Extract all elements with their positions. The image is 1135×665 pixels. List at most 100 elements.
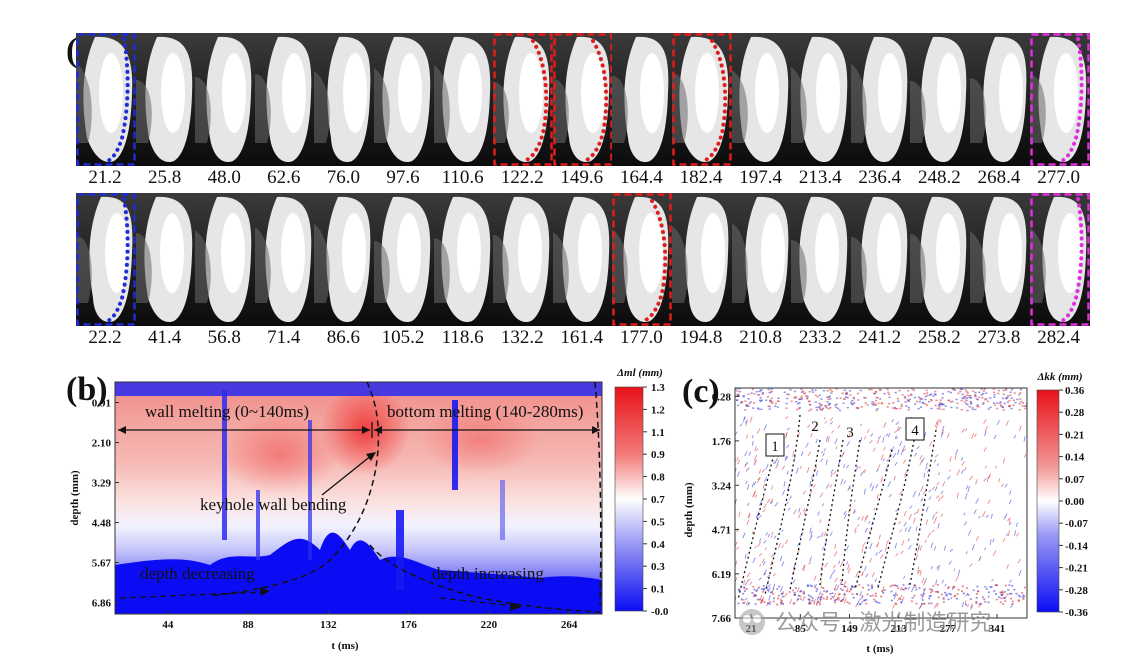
keyhole-frame xyxy=(910,193,971,326)
keyhole-wall-curve xyxy=(209,381,380,597)
colorbar-tick-label: 0.00 xyxy=(1065,496,1085,508)
ytick-label: 3.24 xyxy=(712,480,732,492)
panel-c-label: (c) xyxy=(682,373,720,410)
arrow-bottom-melting-left-head xyxy=(374,426,382,434)
xtick-label: 277 xyxy=(940,623,957,635)
keyhole-frame xyxy=(135,33,196,166)
frame-time-label: 25.8 xyxy=(147,167,182,188)
panel-c-heatmap: (c) 1 2 3 4 0.281.763.244.716.197.66 218… xyxy=(682,371,1088,655)
keyhole-frame xyxy=(672,193,732,326)
arrow-depth-decreasing-head xyxy=(260,587,270,596)
keyhole-frame xyxy=(850,193,911,326)
keyhole-frame xyxy=(850,33,911,166)
heatmap-c-frame xyxy=(734,387,1028,619)
frame-time-label: 122.2 xyxy=(500,167,544,188)
panel-b-label: (b) xyxy=(66,371,108,408)
colorbar-b xyxy=(614,386,644,612)
keyhole-frame xyxy=(314,193,375,326)
frame-time-label: 21.2 xyxy=(88,167,122,188)
keyhole-frame xyxy=(76,193,136,326)
colorbar-tick-label: 0.21 xyxy=(1065,429,1084,441)
xtick-label: 264 xyxy=(561,619,578,631)
colorbar-b-ticks: 1.3 1.2 1.1 0.9 0.8 0.7 0.5 0.4 0.3 0.1 -0.0 xyxy=(643,382,669,618)
heatmap-b-features xyxy=(115,382,602,614)
ytick-label: 7.66 xyxy=(712,613,732,625)
keyhole-frame xyxy=(1029,33,1090,166)
heatmap-c-curves xyxy=(737,414,937,601)
keyhole-frame xyxy=(493,33,554,166)
xtick-label: 341 xyxy=(989,623,1006,635)
arrow-depth-increasing-head xyxy=(510,602,522,611)
keyhole-frame xyxy=(76,33,136,166)
heatmap-c-ylabel: depth (mm) xyxy=(683,482,695,538)
keyhole-frame xyxy=(970,33,1030,166)
frame-time-label: 194.8 xyxy=(679,327,723,348)
frame-time-label: 105.2 xyxy=(381,327,425,348)
heatmap-b-xticks: 44 88 132 176 220 264 xyxy=(162,610,578,631)
watermark-text: 公众号 · 激光制造研究 xyxy=(775,610,991,635)
keyhole-frame xyxy=(552,33,613,166)
arrow-bottom-melting-right-head xyxy=(592,426,600,434)
colorbar-tick-label: 0.36 xyxy=(1065,385,1085,397)
box-label-4: 4 xyxy=(911,423,919,439)
frame-time-label: 97.6 xyxy=(386,167,420,188)
colorbar-tick-label: 0.9 xyxy=(651,449,665,461)
xtick-label: 88 xyxy=(243,619,255,631)
colorbar-tick-label: -0.14 xyxy=(1065,540,1088,552)
ytick-label: 0.28 xyxy=(712,391,732,403)
annotation-bottom-melting: bottom melting (140-280ms) xyxy=(387,402,583,421)
frame-time-label: 22.2 xyxy=(88,327,122,348)
frame-time-label: 41.4 xyxy=(147,327,182,348)
xtick-label: 149 xyxy=(841,623,858,635)
frame-time-label: 76.0 xyxy=(326,167,361,188)
colorbar-tick-label: 0.4 xyxy=(651,539,665,551)
ytick-label: 0.91 xyxy=(92,398,111,410)
frame-time-label: 71.4 xyxy=(267,327,301,348)
arrow-depth-decreasing xyxy=(119,591,266,599)
arrow-keyhole-bending xyxy=(321,454,373,496)
colorbar-tick-label: 1.1 xyxy=(651,427,665,439)
keyhole-frame xyxy=(552,193,613,326)
heatmap-c-background xyxy=(735,388,1027,618)
heatmap-b-ylabel: depth (mm) xyxy=(69,470,81,526)
colorbar-tick-label: 0.7 xyxy=(651,494,665,506)
box-label-4-frame xyxy=(905,417,925,441)
keyhole-frame xyxy=(493,193,554,326)
frame-time-label: 161.4 xyxy=(560,327,604,348)
ytick-label: 6.19 xyxy=(712,569,732,581)
arrow-wall-melting-left-head xyxy=(118,426,126,434)
colorbar-tick-label: 0.8 xyxy=(651,472,665,484)
colorbar-tick-label: -0.07 xyxy=(1065,518,1088,530)
colorbar-c xyxy=(1036,389,1060,613)
frame-time-label: 56.8 xyxy=(207,327,241,348)
xtick-label: 176 xyxy=(400,619,417,631)
right-boundary-curve xyxy=(594,381,602,606)
annotation-depth-decreasing: depth decreasing xyxy=(140,564,255,583)
colorbar-tick-label: 0.28 xyxy=(1065,407,1085,419)
frame-time-label: 233.2 xyxy=(798,327,842,348)
keyhole-frame xyxy=(731,193,792,326)
frame-time-label: 277.0 xyxy=(1037,167,1080,188)
arrow-depth-increasing xyxy=(439,597,516,607)
heatmap-b-frame xyxy=(114,381,603,615)
keyhole-frame xyxy=(433,33,494,166)
frame-time-label: 282.4 xyxy=(1037,327,1080,348)
colorbar-c-ticks: 0.36 0.28 0.21 0.14 0.07 0.00 -0.07 -0.14 -0.21 -… xyxy=(1059,385,1088,619)
frame-time-label: 268.4 xyxy=(977,167,1021,188)
keyhole-frame xyxy=(195,193,256,326)
keyhole-frame xyxy=(612,33,673,166)
ytick-label: 2.10 xyxy=(92,438,112,450)
ytick-label: 6.86 xyxy=(92,598,112,610)
keyhole-frame xyxy=(433,193,494,326)
frame-time-label: 248.2 xyxy=(918,167,961,188)
xtick-label: 44 xyxy=(162,619,174,631)
frame-time-label: 132.2 xyxy=(500,327,544,348)
colorbar-tick-label: 0.14 xyxy=(1065,452,1085,464)
colorbar-tick-label: 0.3 xyxy=(651,561,665,573)
colorbar-tick-label: -0.21 xyxy=(1065,563,1088,575)
heatmap-c-xlabel: t (ms) xyxy=(866,643,894,655)
xtick-label: 220 xyxy=(481,619,498,631)
box-label-2: 2 xyxy=(811,419,819,435)
arrow-keyhole-bending-head xyxy=(366,452,376,461)
arrow-wall-melting-right-head xyxy=(362,426,370,434)
